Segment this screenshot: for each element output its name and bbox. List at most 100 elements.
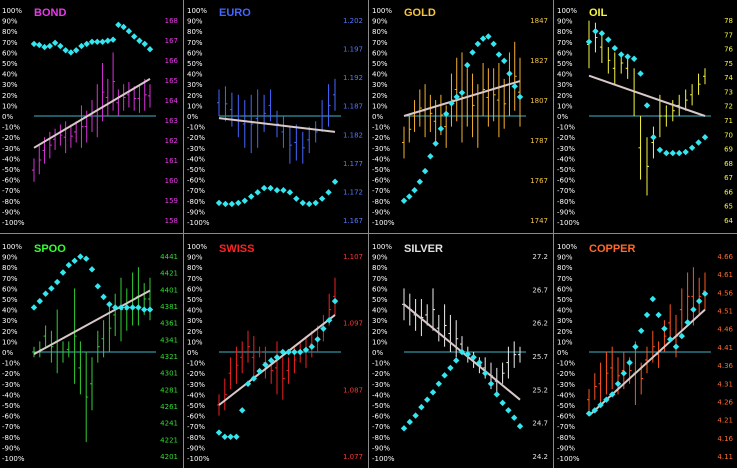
left-tick-label: 10% xyxy=(187,338,203,346)
price-bar xyxy=(282,357,285,400)
left-tick-label: 100% xyxy=(372,243,392,251)
oscillator-point xyxy=(222,200,229,208)
chart-panel-swiss: 100% 90% 80% 70% 60% 50% 40% 30% 20% 10% 0% -10% -20… xyxy=(185,236,367,468)
left-tick-label: -80% xyxy=(372,434,390,442)
trend-line xyxy=(33,289,151,355)
left-tick-label: 30% xyxy=(187,317,203,325)
price-bar xyxy=(105,78,109,116)
oscillator-point xyxy=(308,343,315,350)
right-tick-label: 1.172 xyxy=(343,188,363,196)
price-bar xyxy=(137,84,140,113)
oscillator-point xyxy=(112,304,119,311)
oscillator-point xyxy=(485,33,492,40)
left-tick-label: -100% xyxy=(187,455,210,463)
chart-title: SILVER xyxy=(404,243,443,255)
left-tick-label: 0% xyxy=(557,349,568,357)
oscillator-point xyxy=(268,357,275,364)
left-tick-label: 100% xyxy=(2,7,22,15)
right-tick-label: 4381 xyxy=(160,303,178,311)
oscillator-point xyxy=(643,102,651,109)
left-tick-label: -10% xyxy=(372,124,390,132)
left-tick-label: -100% xyxy=(557,219,580,227)
left-tick-label: -80% xyxy=(372,198,390,206)
chart-svg: 100% 90% 80% 70% 60% 50% 40% 30% 20% 10% 0% -10% -20… xyxy=(2,243,178,463)
left-tick-label: -30% xyxy=(2,381,20,389)
oscillator-point xyxy=(650,134,657,141)
oscillator-point xyxy=(643,311,651,319)
oscillator-point xyxy=(146,46,154,53)
left-tick-label: -90% xyxy=(187,208,205,216)
left-tick-label: 30% xyxy=(2,317,18,325)
right-tick-label: 4.46 xyxy=(717,326,733,334)
left-tick-label: 90% xyxy=(2,18,18,26)
left-tick-label: -10% xyxy=(187,360,205,368)
price-bar xyxy=(123,84,126,111)
left-tick-label: -90% xyxy=(187,444,205,452)
left-tick-label: 0% xyxy=(2,349,13,357)
price-bar xyxy=(625,57,629,79)
right-tick-label: 4.41 xyxy=(717,344,733,352)
price-bar xyxy=(70,124,73,148)
left-tick-label: 20% xyxy=(557,328,573,336)
oscillator-point xyxy=(325,189,332,196)
price-bar xyxy=(610,346,613,390)
left-tick-label: 50% xyxy=(557,60,573,68)
oscillator-point xyxy=(286,189,294,196)
chart-title: SPOO xyxy=(34,243,66,255)
left-tick-label: -70% xyxy=(2,423,20,431)
oscillator-point xyxy=(505,407,512,414)
oscillator-point xyxy=(605,36,612,43)
left-tick-label: 30% xyxy=(2,81,18,89)
oscillator-point xyxy=(235,199,242,207)
price-bar xyxy=(413,299,417,331)
price-bar xyxy=(425,304,428,326)
left-tick-label: -20% xyxy=(557,370,575,378)
left-tick-label: 80% xyxy=(372,264,388,272)
left-tick-label: 60% xyxy=(187,285,203,293)
left-tick-label: 20% xyxy=(2,92,18,100)
left-tick-label: 100% xyxy=(372,7,392,15)
oscillator-point xyxy=(429,389,437,396)
left-tick-label: 10% xyxy=(557,102,573,110)
left-tick-label: 30% xyxy=(187,81,203,89)
price-bar xyxy=(263,94,267,132)
price-bar xyxy=(38,145,42,175)
price-bar xyxy=(101,320,105,358)
left-tick-label: -70% xyxy=(187,187,205,195)
left-tick-label: -30% xyxy=(557,145,575,153)
oscillator-point xyxy=(83,255,90,262)
left-tick-label: -50% xyxy=(2,166,20,174)
right-tick-label: 4.51 xyxy=(717,308,733,316)
oscillator-point xyxy=(120,23,127,31)
price-bar xyxy=(668,304,671,342)
left-tick-label: -50% xyxy=(187,166,205,174)
right-tick-label: 4241 xyxy=(160,420,178,428)
left-tick-label: -40% xyxy=(187,155,205,163)
oscillator-point xyxy=(487,380,495,387)
left-tick-label: -100% xyxy=(372,455,395,463)
price-bar xyxy=(475,84,479,148)
right-tick-label: 26.7 xyxy=(532,286,548,294)
right-tick-label: 76 xyxy=(724,46,733,54)
left-tick-label: -10% xyxy=(372,360,390,368)
oscillator-point xyxy=(592,28,599,35)
chart-title: EURO xyxy=(219,7,251,19)
price-bar xyxy=(242,100,246,148)
left-tick-label: 90% xyxy=(372,18,388,26)
right-tick-label: 26.2 xyxy=(532,320,548,328)
oscillator-point xyxy=(285,348,292,356)
oscillator-point xyxy=(400,197,408,204)
left-tick-label: 60% xyxy=(557,285,573,293)
price-bar xyxy=(74,288,77,384)
oscillator-point xyxy=(62,47,69,54)
left-tick-label: -80% xyxy=(187,434,205,442)
left-tick-label: -20% xyxy=(2,134,20,142)
right-tick-label: 1.107 xyxy=(343,253,363,261)
left-tick-label: 60% xyxy=(2,285,18,293)
oscillator-point xyxy=(260,184,268,192)
oscillator-point xyxy=(88,266,96,273)
oscillator-point xyxy=(71,257,78,265)
price-bar xyxy=(113,293,116,337)
right-tick-label: 74 xyxy=(724,74,733,82)
